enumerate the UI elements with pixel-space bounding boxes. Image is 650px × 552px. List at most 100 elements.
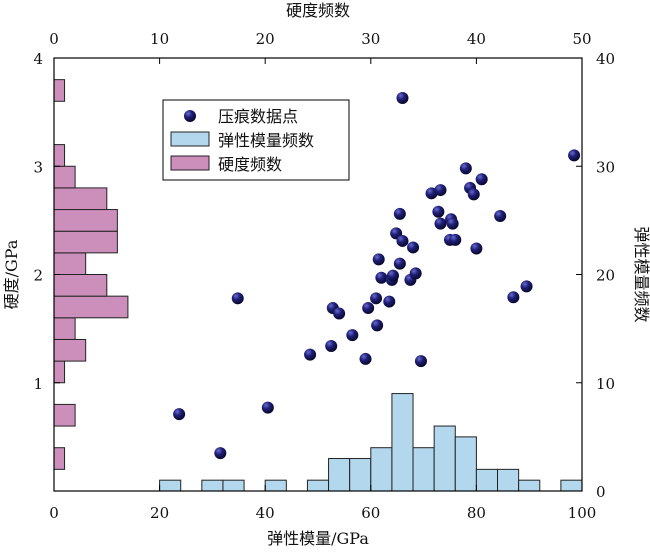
- hardness-bar-10: [53, 187, 108, 211]
- indentation-point-5: [325, 339, 338, 352]
- y-left-title: 硬度/GPa: [2, 239, 21, 309]
- hardness-bar-4: [53, 317, 76, 340]
- hardness-histogram: [53, 79, 129, 470]
- x-top-tick-label-0: 0: [49, 30, 59, 48]
- indentation-point-20: [393, 207, 406, 220]
- legend-swatch-modulus: [170, 131, 210, 147]
- indentation-point-10: [362, 302, 375, 315]
- modulus-bar-5: [328, 458, 351, 492]
- hardness-bar-9: [53, 209, 118, 232]
- modulus-bar-6: [349, 458, 372, 492]
- indentation-point-26: [414, 355, 427, 368]
- indentation-point-17: [386, 269, 399, 282]
- modulus-bar-3: [264, 479, 287, 492]
- hardness-bar-6: [53, 274, 108, 297]
- modulus-bar-9: [412, 447, 435, 492]
- hardness-bar-7: [53, 252, 87, 276]
- indentation-point-28: [432, 205, 445, 218]
- indentation-point-3: [261, 401, 274, 414]
- indentation-point-7: [333, 307, 346, 320]
- x-bottom-tick-label-1: 20: [150, 504, 169, 522]
- indentation-point-35: [459, 162, 472, 175]
- legend-label-0: 压痕数据点: [218, 107, 298, 126]
- hardness-bar-8: [53, 230, 118, 254]
- hardness-bar-5: [53, 295, 129, 319]
- indentation-point-29: [434, 217, 447, 230]
- legend-label-1: 弹性模量频数: [218, 131, 314, 150]
- indentation-point-19: [393, 257, 406, 270]
- indentation-point-34: [449, 233, 462, 246]
- legend-label-2: 硬度频数: [218, 155, 282, 174]
- y-right-tick-label-1: 10: [596, 375, 615, 393]
- hardness-bar-3: [53, 338, 87, 362]
- y-right-tick-label-4: 40: [596, 50, 615, 68]
- modulus-bar-15: [560, 479, 583, 492]
- hardness-bar-11: [53, 165, 76, 189]
- y-left-tick-label-0: 1: [33, 375, 43, 393]
- x-bottom-tick-label-2: 40: [256, 504, 275, 522]
- indentation-point-24: [407, 241, 420, 254]
- x-top-tick-label-4: 40: [467, 30, 486, 48]
- modulus-bar-8: [391, 393, 414, 492]
- indentation-point-4: [304, 348, 317, 361]
- y-right-tick-label-2: 20: [596, 267, 615, 285]
- indentation-point-41: [507, 291, 520, 304]
- y-right-title: 弹性模量频数: [632, 226, 650, 322]
- y-left-tick-label-3: 4: [33, 50, 43, 68]
- modulus-bar-11: [454, 436, 477, 492]
- y-left-tick-label-2: 3: [33, 158, 43, 176]
- x-bottom-tick-label-3: 60: [361, 504, 380, 522]
- modulus-bar-7: [370, 447, 393, 492]
- indentation-point-33: [446, 217, 459, 230]
- indentation-point-9: [359, 352, 372, 365]
- indentation-point-42: [520, 280, 533, 293]
- modulus-bar-4: [306, 479, 330, 492]
- indentation-points: [173, 92, 581, 460]
- indentation-point-21: [396, 234, 409, 247]
- hardness-bar-1: [53, 403, 76, 427]
- x-bottom-tick-label-4: 80: [467, 504, 486, 522]
- indentation-point-25: [409, 267, 422, 280]
- indentation-point-30: [434, 184, 447, 197]
- indentation-point-14: [375, 271, 388, 284]
- modulus-bar-10: [433, 425, 456, 492]
- indentation-point-1: [214, 447, 227, 460]
- y-right-tick-label-3: 30: [596, 158, 615, 176]
- indentation-point-15: [383, 295, 396, 308]
- hardness-bar-0: [53, 447, 66, 470]
- x-top-title: 硬度频数: [286, 1, 350, 20]
- indentation-point-39: [475, 173, 488, 186]
- hardness-bar-2: [53, 360, 66, 384]
- indentation-point-12: [371, 319, 384, 332]
- indentation-point-0: [173, 408, 186, 421]
- indentation-point-11: [370, 292, 383, 305]
- modulus-bar-1: [201, 479, 224, 492]
- indentation-point-38: [470, 242, 483, 255]
- modulus-bar-2: [222, 479, 245, 492]
- indentation-point-13: [372, 253, 385, 266]
- modulus-bar-12: [475, 468, 499, 492]
- x-top-tick-label-2: 20: [256, 30, 275, 48]
- x-top-tick-label-1: 10: [150, 30, 169, 48]
- y-right-tick-label-0: 0: [596, 483, 606, 501]
- modulus-histogram: [159, 393, 583, 492]
- indentation-point-43: [568, 149, 581, 162]
- hardness-bar-12: [53, 144, 66, 167]
- x-top-tick-label-3: 30: [361, 30, 380, 48]
- y-left-tick-label-1: 2: [33, 267, 43, 285]
- indentation-point-37: [467, 188, 480, 201]
- legend-swatch-hardness: [170, 155, 210, 171]
- x-bottom-title: 弹性模量/GPa: [267, 529, 369, 548]
- modulus-bar-14: [518, 479, 541, 492]
- indentation-point-2: [231, 292, 244, 305]
- x-bottom-tick-label-5: 100: [568, 504, 597, 522]
- x-bottom-tick-label-0: 0: [49, 504, 59, 522]
- modulus-bar-13: [497, 468, 520, 492]
- indentation-point-8: [346, 329, 359, 342]
- hardness-bar-13: [53, 79, 66, 102]
- modulus-bar-0: [159, 479, 182, 492]
